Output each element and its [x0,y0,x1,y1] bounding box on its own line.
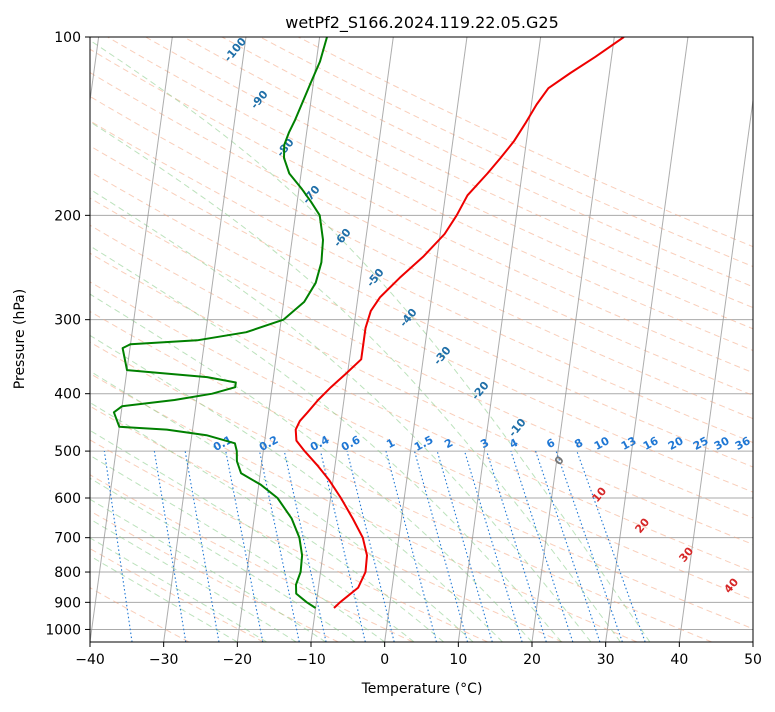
dry-adiabat [69,37,775,642]
mixing-ratio-line [104,451,132,642]
isotherm-label: 40 [721,575,741,595]
dry-adiabat [31,37,775,642]
moist-adiabat [0,37,326,642]
mixing-ratio-label: 8 [572,436,585,451]
x-tick-label: −10 [296,652,326,668]
isotherm-line [311,37,393,642]
profiles [114,37,624,608]
mixing-ratio-label: 1 [384,436,397,451]
dry-adiabat [0,37,264,642]
mixing-ratio-label: 36 [733,434,753,453]
y-tick-label: 600 [54,491,81,507]
chart-title: wetPf2_S166.2024.119.22.05.G25 [285,13,559,33]
dry-adiabat [0,37,488,642]
dry-adiabat [0,37,775,642]
moist-adiabat [0,37,444,642]
mixing-ratio-line [511,451,573,642]
dry-adiabat [298,37,775,642]
isotherm-line [16,37,98,642]
x-tick-label: 20 [523,652,541,668]
x-tick-label: 10 [449,652,467,668]
isotherm-label: -40 [397,306,420,330]
dry-adiabat [0,37,775,642]
mixing-ratio-line [154,451,185,642]
isotherm-label: -60 [331,226,354,250]
mixing-ratio-line [185,451,219,642]
mixing-ratio-line [556,451,622,642]
y-tick-label: 700 [54,531,81,547]
temperature-profile-line [296,37,624,608]
isotherm-label: 0 [552,453,567,467]
isotherm-label: -10 [506,416,529,440]
y-tick-label: 100 [54,30,81,46]
mixing-ratio-label: 3 [478,436,491,451]
y-tick-label: 1000 [45,622,81,638]
isotherm-label: -90 [248,88,271,112]
y-tick-label: 400 [54,387,81,403]
moist-adiabat [0,37,620,642]
mixing-ratio-label: 2 [442,436,455,451]
y-tick-label: 300 [54,313,81,329]
x-tick-label: −20 [223,652,253,668]
dry-adiabat [0,37,775,642]
dry-adiabat [260,37,775,642]
x-tick-label: −40 [75,652,105,668]
mixing-ratio-label: 30 [712,434,732,453]
moist-adiabat [0,37,503,642]
background-lines [0,37,775,642]
isotherm-label: 10 [589,484,609,504]
dry-adiabat [0,37,775,642]
moist-adiabat [0,37,532,642]
dry-adiabat [0,37,775,642]
mixing-ratio-label: 4 [507,436,520,451]
mixing-ratio-line [437,451,492,642]
isotherm-label: -50 [364,266,387,290]
dry-adiabat [0,37,562,642]
mixing-ratio-line [386,451,436,642]
plot-frame [90,37,753,642]
isotherm-label: 20 [632,515,652,535]
moist-adiabat [0,37,591,642]
mixing-ratio-label: 6 [544,436,557,451]
moist-adiabat [0,37,267,642]
y-tick-label: 900 [54,595,81,611]
x-tick-label: 50 [744,652,762,668]
mixing-ratio-line [260,451,300,642]
x-tick-label: 40 [670,652,688,668]
x-tick-label: 0 [380,652,389,668]
dewpoint-profile-line [114,37,327,608]
x-tick-label: −30 [149,652,179,668]
isotherm-line [532,37,614,642]
isotherm-line [753,37,775,642]
mixing-ratio-label: 10 [592,434,612,453]
moist-adiabat [0,37,296,642]
mixing-ratio-line [226,451,263,642]
mixing-ratio-label: 20 [666,434,686,453]
y-axis-label: Pressure (hPa) [12,289,28,389]
y-tick-label: 500 [54,444,81,460]
dry-adiabat [0,37,775,642]
dry-adiabat [0,37,775,642]
mixing-ratio-line [577,451,645,642]
mixing-ratio-line [487,451,547,642]
mixing-ratio-line [284,451,326,642]
dry-adiabat [0,37,775,642]
y-tick-label: 800 [54,565,81,581]
y-tick-label: 200 [54,208,81,224]
x-tick-label: 30 [597,652,615,668]
mixing-ratio-line [321,451,366,642]
moist-adiabat [0,37,473,642]
isotherm-line [385,37,467,642]
mixing-ratio-line [347,451,394,642]
isotherm-line [606,37,688,642]
mixing-ratio-label: 13 [619,434,639,453]
mixing-ratio-label: 16 [641,434,661,453]
dry-adiabat [0,37,775,642]
x-axis-label: Temperature (°C) [361,681,483,697]
isotherm-label: -20 [469,379,492,403]
